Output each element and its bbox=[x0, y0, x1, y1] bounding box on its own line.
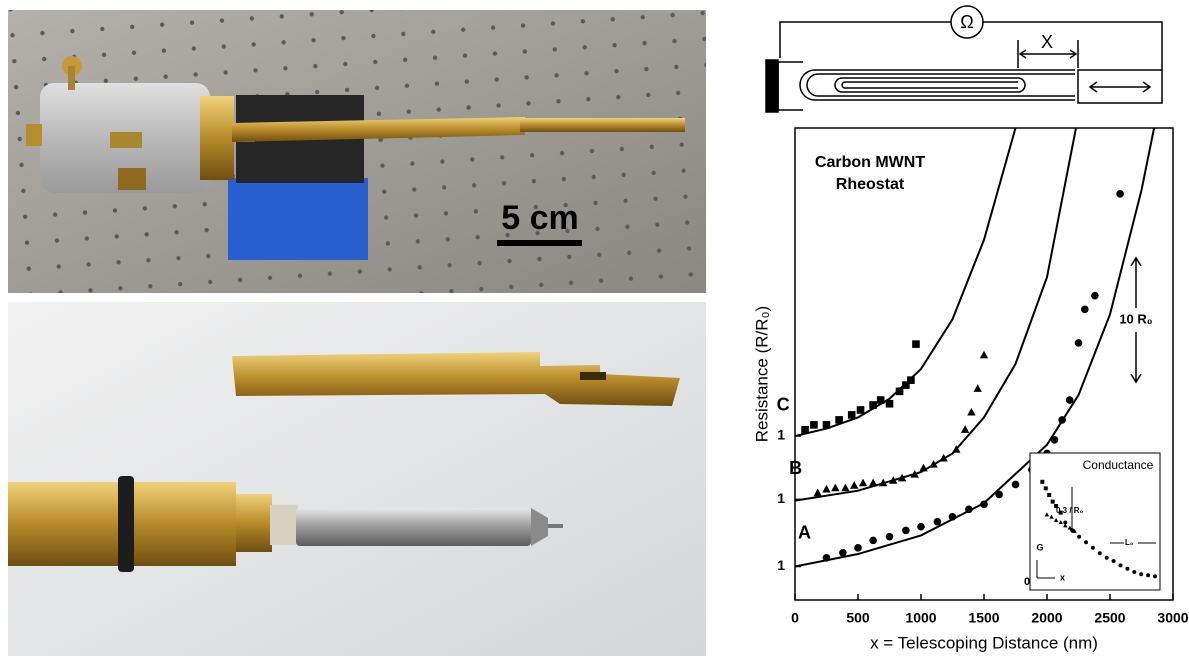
marker-circle bbox=[1070, 528, 1074, 532]
marker-triangle bbox=[814, 489, 822, 497]
x-tick-label: 2000 bbox=[1031, 610, 1062, 626]
marker-circle bbox=[1066, 396, 1074, 404]
inset-x-label: x bbox=[1060, 572, 1065, 582]
distance-label: X bbox=[1041, 32, 1053, 52]
marker-circle bbox=[1116, 190, 1124, 198]
marker-square bbox=[869, 401, 877, 409]
marker-circle bbox=[902, 527, 910, 535]
series-label: B bbox=[789, 458, 802, 478]
marker-square bbox=[810, 421, 818, 429]
marker-circle bbox=[823, 554, 831, 562]
scale-bar-label: 5 cm bbox=[501, 199, 579, 237]
marker-square bbox=[801, 426, 809, 434]
marker-circle bbox=[1139, 572, 1143, 576]
marker-triangle bbox=[841, 484, 849, 492]
x-axis-label: x = Telescoping Distance (nm) bbox=[870, 633, 1098, 652]
marker-circle bbox=[1075, 339, 1083, 347]
x-tick-label: 1000 bbox=[905, 610, 936, 626]
marker-square bbox=[823, 421, 831, 429]
marker-circle bbox=[1146, 573, 1150, 577]
y-axis-label: Resistance (R/R₀) bbox=[752, 306, 771, 442]
marker-circle bbox=[965, 506, 973, 514]
marker-square bbox=[907, 376, 915, 384]
marker-circle bbox=[1058, 416, 1066, 424]
marker-circle bbox=[1105, 556, 1109, 560]
marker-circle bbox=[917, 523, 925, 531]
inset-y-label: G bbox=[1036, 542, 1043, 552]
marker-circle bbox=[1084, 540, 1088, 544]
y-tick-label: 1 bbox=[777, 490, 785, 506]
marker-square bbox=[886, 400, 894, 408]
marker-triangle bbox=[919, 464, 927, 472]
marker-circle bbox=[1112, 559, 1116, 563]
marker-square bbox=[1054, 504, 1058, 508]
marker-square bbox=[848, 411, 856, 419]
marker-circle bbox=[1098, 551, 1102, 555]
inset-title: Conductance bbox=[1083, 458, 1154, 472]
marker-circle bbox=[949, 513, 957, 521]
marker-triangle bbox=[822, 485, 830, 493]
marker-square bbox=[1047, 493, 1051, 497]
marker-circle bbox=[934, 518, 942, 526]
fit-curve bbox=[795, 128, 1016, 436]
marker-square bbox=[1040, 480, 1044, 484]
marker-square bbox=[877, 396, 885, 404]
inset-frame bbox=[1030, 453, 1160, 590]
marker-circle bbox=[1077, 535, 1081, 539]
marker-triangle bbox=[831, 484, 839, 492]
marker-triangle bbox=[980, 351, 988, 359]
y-tick-label: 1 bbox=[777, 427, 785, 443]
x-tick-label: 2500 bbox=[1094, 610, 1125, 626]
marker-circle bbox=[1012, 481, 1020, 489]
chart: 0 500 1000 1500 2000 2500 3000 1 1 1 x = Telescopi… bbox=[752, 128, 1188, 652]
marker-triangle bbox=[974, 384, 982, 392]
photo-apparatus: 5 cm bbox=[8, 10, 706, 293]
marker-circle bbox=[1153, 574, 1157, 578]
marker-circle bbox=[869, 537, 877, 545]
marker-circle bbox=[1063, 521, 1067, 525]
x-tick-label: 0 bbox=[791, 610, 799, 626]
marker-triangle bbox=[869, 479, 877, 487]
marker-triangle bbox=[850, 481, 858, 489]
marker-square bbox=[857, 406, 865, 414]
marker-circle bbox=[886, 533, 894, 541]
marker-circle bbox=[980, 501, 988, 509]
marker-circle bbox=[1091, 292, 1099, 300]
series-label: A bbox=[798, 523, 811, 543]
marker-circle bbox=[1119, 563, 1123, 567]
marker-circle bbox=[995, 491, 1003, 499]
scale-label: 10 R₀ bbox=[1119, 311, 1152, 326]
marker-circle bbox=[1091, 546, 1095, 550]
x-tick-label: 500 bbox=[846, 610, 870, 626]
y-tick-label: 1 bbox=[777, 557, 785, 573]
marker-square bbox=[1044, 486, 1048, 490]
inset-annotation: L₀ bbox=[1125, 538, 1134, 547]
marker-square bbox=[1059, 511, 1063, 515]
inset-origin: 0 bbox=[1024, 576, 1030, 588]
photo-components bbox=[8, 302, 706, 656]
x-tick-label: 1500 bbox=[968, 610, 999, 626]
marker-circle bbox=[1081, 306, 1089, 314]
marker-circle bbox=[1132, 570, 1136, 574]
marker-triangle bbox=[859, 479, 867, 487]
marker-square bbox=[835, 416, 843, 424]
marker-square bbox=[1051, 500, 1055, 504]
marker-square bbox=[912, 340, 920, 348]
marker-circle bbox=[1125, 567, 1129, 571]
marker-triangle bbox=[967, 408, 975, 416]
ohm-symbol: Ω bbox=[960, 12, 973, 32]
marker-circle bbox=[839, 549, 847, 557]
figure: 5 cm Ω X 050010001500200025003 bbox=[0, 0, 1189, 656]
marker-circle bbox=[854, 544, 862, 552]
marker-triangle bbox=[961, 425, 969, 433]
marker-circle bbox=[1051, 436, 1059, 444]
x-tick-label: 3000 bbox=[1157, 610, 1188, 626]
series-label: C bbox=[777, 395, 790, 415]
